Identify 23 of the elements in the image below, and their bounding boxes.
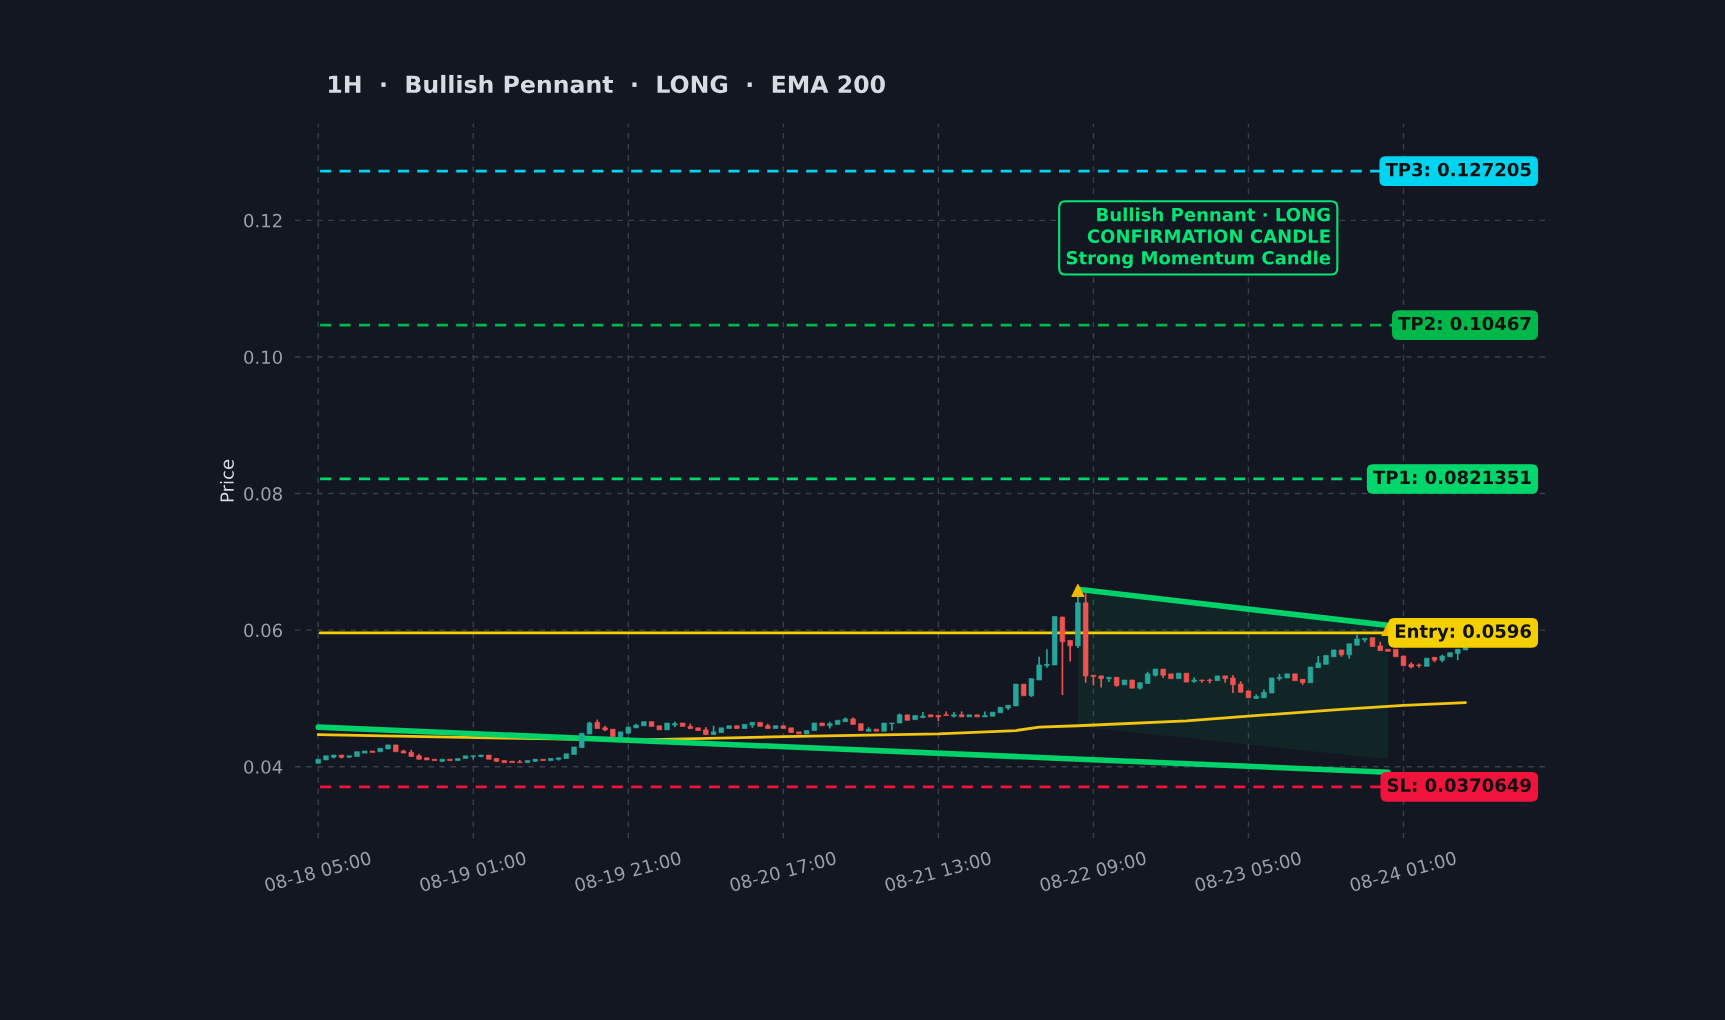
ref-line-label: TP3: 0.127205	[1385, 162, 1531, 177]
y-tick-label: 0.12	[244, 213, 282, 228]
y-tick-label: 0.10	[244, 350, 282, 365]
y-axis-title: Price	[219, 459, 234, 502]
ref-line-label: TP2: 0.10467	[1398, 316, 1531, 331]
annotation: Strong Momentum Candle	[1066, 250, 1331, 269]
ref-line-label: Entry: 0.0596	[1395, 624, 1531, 642]
annotation: Bullish Pennant · LONG	[1097, 207, 1330, 222]
x-tick-label: 08-23 05:00	[1194, 850, 1302, 892]
x-tick-label: 08-21 13:00	[884, 850, 992, 892]
y-tick-label: 0.04	[244, 760, 283, 774]
y-tick-label: 0.06	[244, 623, 283, 638]
x-tick-label: 08-19 21:00	[574, 850, 682, 892]
x-tick-label: 08-22 09:00	[1039, 850, 1147, 892]
x-tick-label: 08-20 17:00	[729, 850, 837, 892]
ref-line-label: TP1: 0.0821351	[1373, 470, 1531, 485]
x-tick-label: 08-18 05:00	[263, 850, 372, 892]
x-tick-label: 08-24 01:00	[1349, 850, 1457, 892]
y-tick-label: 0.08	[244, 487, 282, 501]
annotation: CONFIRMATION CANDLE	[1087, 229, 1330, 243]
chart-title: 1H · Bullish Pennant · LONG · EMA 200	[329, 74, 885, 94]
x-tick-label: 08-19 01:00	[419, 850, 527, 892]
ref-line-label: SL: 0.0370649	[1387, 778, 1531, 793]
